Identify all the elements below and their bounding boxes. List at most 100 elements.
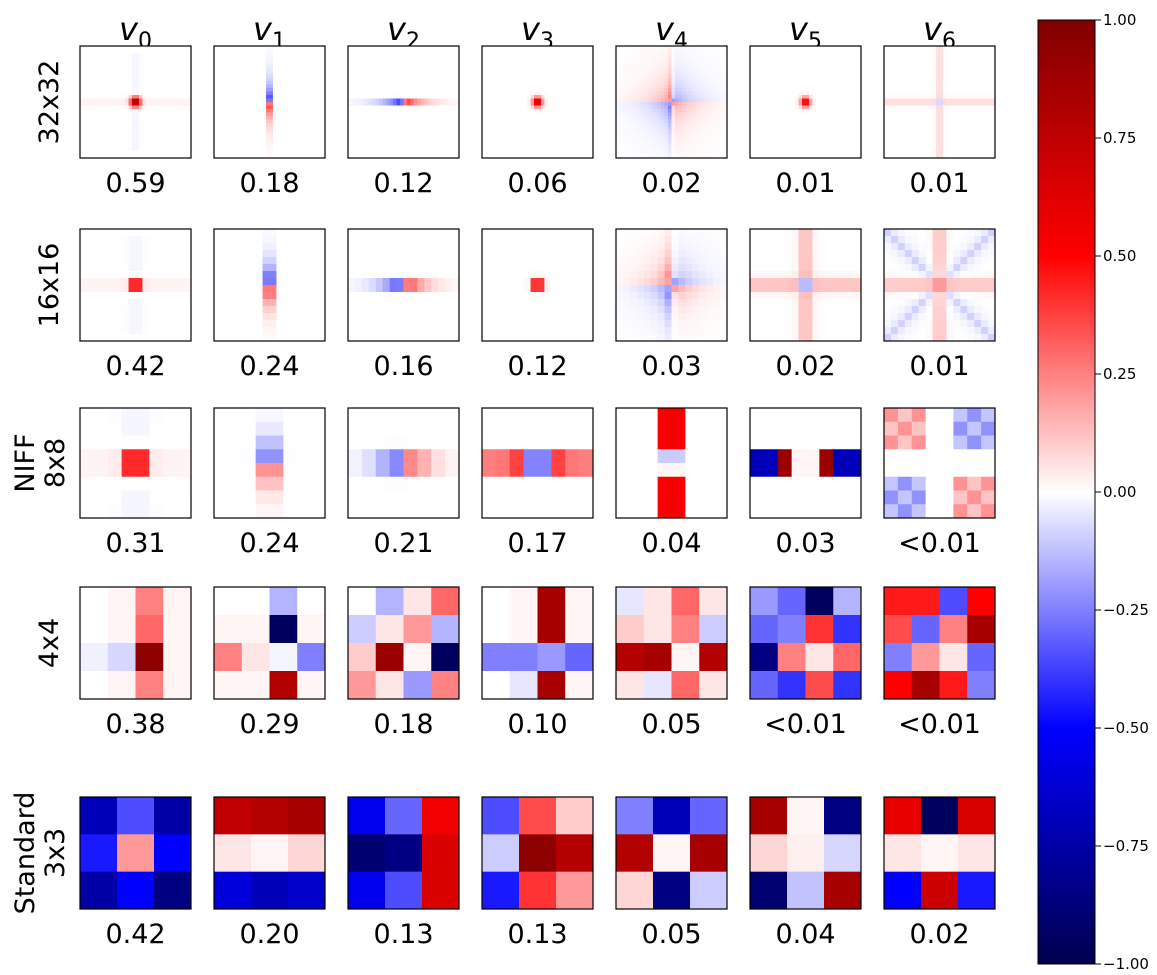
heatmap-cell bbox=[97, 46, 102, 50]
heatmap-cell bbox=[709, 109, 714, 113]
heatmap-cell bbox=[685, 116, 690, 120]
heatmap-cell bbox=[640, 98, 645, 103]
heatmap-cell bbox=[252, 91, 257, 96]
heatmap-cell bbox=[650, 91, 655, 96]
heatmap-cell bbox=[434, 151, 439, 155]
heatmap-cell bbox=[420, 154, 425, 159]
heatmap-cell bbox=[622, 95, 627, 99]
heatmap-cell bbox=[180, 70, 185, 75]
heatmap-cell bbox=[431, 56, 436, 61]
heatmap-cell bbox=[358, 60, 363, 64]
heatmap-cell bbox=[482, 46, 486, 50]
heatmap-cell bbox=[217, 67, 222, 71]
heatmap-cell bbox=[118, 46, 123, 50]
heatmap-cell bbox=[709, 126, 714, 131]
heatmap-cell bbox=[520, 95, 525, 99]
heatmap-cell bbox=[107, 53, 112, 57]
heatmap-cell bbox=[90, 154, 95, 159]
heatmap-cell bbox=[365, 112, 370, 117]
heatmap-cell bbox=[403, 77, 408, 82]
heatmap-cell bbox=[506, 123, 511, 127]
heatmap-cell bbox=[400, 98, 404, 103]
heatmap-cell bbox=[668, 109, 672, 113]
heatmap-cell bbox=[300, 88, 305, 92]
heatmap-cell bbox=[586, 123, 590, 127]
heatmap-cell bbox=[534, 116, 538, 120]
heatmap-cell bbox=[138, 53, 143, 57]
heatmap-cell bbox=[565, 81, 570, 85]
heatmap-cell bbox=[626, 123, 631, 127]
heatmap-cell bbox=[214, 88, 218, 92]
heatmap-cell bbox=[100, 67, 105, 71]
heatmap-cell bbox=[554, 109, 559, 113]
heatmap-cell bbox=[716, 74, 721, 78]
heatmap-cell bbox=[389, 63, 394, 68]
heatmap-cell bbox=[586, 95, 590, 99]
heatmap-cell bbox=[217, 140, 222, 145]
heatmap-cell bbox=[104, 147, 109, 152]
heatmap-cell bbox=[434, 88, 439, 92]
heatmap-cell bbox=[688, 130, 693, 134]
heatmap-cell bbox=[406, 130, 411, 134]
heatmap-cell bbox=[217, 126, 222, 131]
heatmap-cell bbox=[633, 88, 638, 92]
heatmap-cell bbox=[537, 77, 542, 82]
heatmap-cell bbox=[297, 95, 302, 99]
heatmap-cell bbox=[495, 74, 500, 78]
heatmap-cell bbox=[438, 56, 443, 61]
heatmap-cell bbox=[97, 123, 102, 127]
heatmap-cell bbox=[554, 137, 559, 141]
heatmap-cell bbox=[83, 126, 88, 131]
heatmap-cell bbox=[107, 147, 112, 152]
heatmap-cell bbox=[530, 102, 535, 106]
heatmap-cell bbox=[561, 126, 566, 131]
heatmap-cell bbox=[688, 84, 693, 89]
heatmap-cell bbox=[90, 137, 95, 141]
heatmap-cell bbox=[255, 151, 260, 155]
heatmap-cell bbox=[159, 67, 164, 71]
heatmap-cell bbox=[351, 74, 356, 78]
heatmap-cell bbox=[513, 74, 518, 78]
heatmap-cell bbox=[695, 109, 700, 113]
heatmap-cell bbox=[396, 123, 401, 127]
heatmap-cell bbox=[351, 147, 356, 152]
heatmap-cell bbox=[111, 63, 116, 68]
heatmap-cell bbox=[568, 95, 573, 99]
heatmap-cell bbox=[671, 109, 676, 113]
heatmap-cell bbox=[128, 154, 133, 159]
heatmap-cell bbox=[629, 133, 634, 138]
heatmap-cell bbox=[214, 74, 218, 78]
heatmap-cell bbox=[702, 67, 707, 71]
heatmap-cell bbox=[238, 70, 243, 75]
heatmap-cell bbox=[266, 74, 270, 78]
heatmap-cell bbox=[245, 98, 250, 103]
heatmap-cell bbox=[495, 119, 500, 124]
heatmap-cell bbox=[173, 137, 178, 141]
heatmap-cell bbox=[382, 91, 387, 96]
heatmap-cell bbox=[406, 123, 411, 127]
heatmap-cell bbox=[544, 98, 549, 103]
heatmap-cell bbox=[125, 53, 129, 57]
heatmap-cell bbox=[145, 140, 150, 145]
heatmap-cell bbox=[248, 151, 253, 155]
heatmap-cell bbox=[266, 123, 270, 127]
heatmap-cell bbox=[314, 67, 319, 71]
heatmap-cell bbox=[375, 67, 380, 71]
heatmap-cell bbox=[650, 137, 655, 141]
heatmap-cell bbox=[403, 63, 408, 68]
heatmap-cell bbox=[93, 95, 98, 99]
heatmap-cell bbox=[685, 109, 690, 113]
heatmap-cell bbox=[135, 63, 140, 68]
heatmap-cell bbox=[502, 88, 507, 92]
heatmap-cell bbox=[97, 98, 102, 103]
heatmap-cell bbox=[586, 109, 590, 113]
heatmap-cell bbox=[441, 119, 446, 124]
heatmap-cell bbox=[217, 77, 222, 82]
heatmap-cell bbox=[579, 67, 583, 71]
heatmap-cell bbox=[100, 123, 105, 127]
heatmap-cell bbox=[482, 102, 486, 106]
heatmap-cell bbox=[269, 133, 274, 138]
heatmap-cell bbox=[540, 130, 545, 134]
heatmap-cell bbox=[400, 133, 404, 138]
heatmap-cell bbox=[224, 67, 229, 71]
